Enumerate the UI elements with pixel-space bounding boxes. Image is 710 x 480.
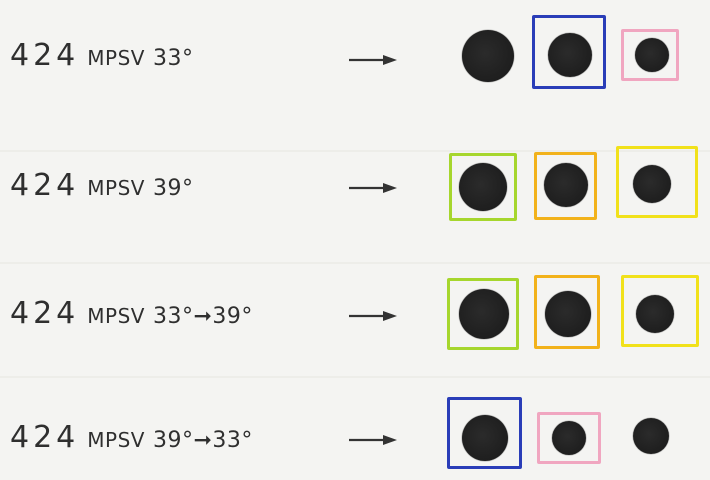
arrow-icon <box>349 183 397 193</box>
spot <box>633 418 669 454</box>
row-33-to-39: 424 MPSV 33°➞39° <box>0 240 710 350</box>
spot <box>459 289 509 339</box>
spot <box>552 421 586 455</box>
spot <box>459 163 507 211</box>
yellow-highlight-box <box>616 146 698 218</box>
arrow-icon <box>349 435 397 445</box>
spot <box>545 291 591 337</box>
arrow-icon <box>349 311 397 321</box>
yellow-highlight-box <box>621 275 699 347</box>
blue-highlight-box <box>447 397 522 469</box>
row-39-to-33: 424 MPSV 39°➞33° <box>0 370 710 470</box>
arrow-icon <box>349 55 397 65</box>
spot <box>462 415 508 461</box>
spot <box>635 38 669 72</box>
row-name: MPSV <box>87 46 145 70</box>
spot <box>462 30 514 82</box>
row-label: 424 MPSV 33° <box>10 38 193 73</box>
row-33: 424 MPSV 33° <box>0 0 710 100</box>
row-condition: 33° <box>152 46 194 71</box>
row-number: 424 <box>10 168 80 203</box>
pink-highlight-box <box>537 412 601 464</box>
spot <box>636 295 674 333</box>
spot <box>544 163 588 207</box>
spot <box>633 165 671 203</box>
row-number: 424 <box>10 420 80 455</box>
blue-highlight-box <box>532 15 606 89</box>
row-label: 424 MPSV 33°➞39° <box>10 296 253 331</box>
row-name: MPSV <box>87 176 145 200</box>
row-condition: 33°➞39° <box>152 304 253 329</box>
row-condition: 39°➞33° <box>152 428 253 453</box>
orange-highlight-box <box>534 152 597 220</box>
green-highlight-box <box>449 153 517 221</box>
orange-highlight-box <box>534 275 600 349</box>
row-39: 424 MPSV 39° <box>0 120 710 221</box>
pink-highlight-box <box>621 29 679 81</box>
row-label: 424 MPSV 39° <box>10 168 193 203</box>
row-number: 424 <box>10 296 80 331</box>
row-condition: 39° <box>152 176 194 201</box>
row-number: 424 <box>10 38 80 73</box>
row-name: MPSV <box>87 304 145 328</box>
row-label: 424 MPSV 39°➞33° <box>10 420 253 455</box>
green-highlight-box <box>447 278 519 350</box>
spot <box>548 33 592 77</box>
row-name: MPSV <box>87 428 145 452</box>
